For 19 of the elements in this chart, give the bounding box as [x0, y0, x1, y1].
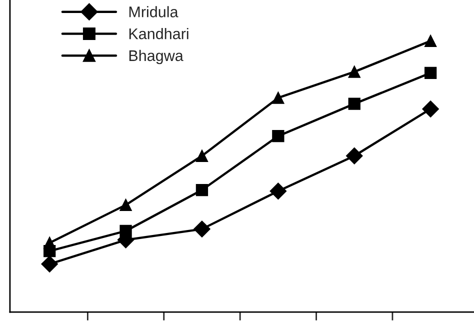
point: [422, 100, 439, 118]
legend-label: Bhagwa: [129, 50, 184, 64]
point: [424, 34, 437, 48]
point: [272, 92, 284, 104]
point: [120, 224, 132, 238]
point: [348, 66, 360, 78]
point: [44, 236, 56, 249]
point: [196, 184, 208, 196]
legend-label: Kandhari: [129, 28, 188, 40]
point: [272, 130, 284, 142]
point: [194, 220, 210, 238]
point: [120, 198, 132, 212]
point: [348, 98, 360, 110]
point: [270, 182, 287, 200]
legend-label: Mridula: [129, 6, 178, 18]
point: [196, 150, 208, 162]
point: [41, 256, 58, 272]
point: [424, 66, 437, 79]
point: [346, 147, 363, 164]
